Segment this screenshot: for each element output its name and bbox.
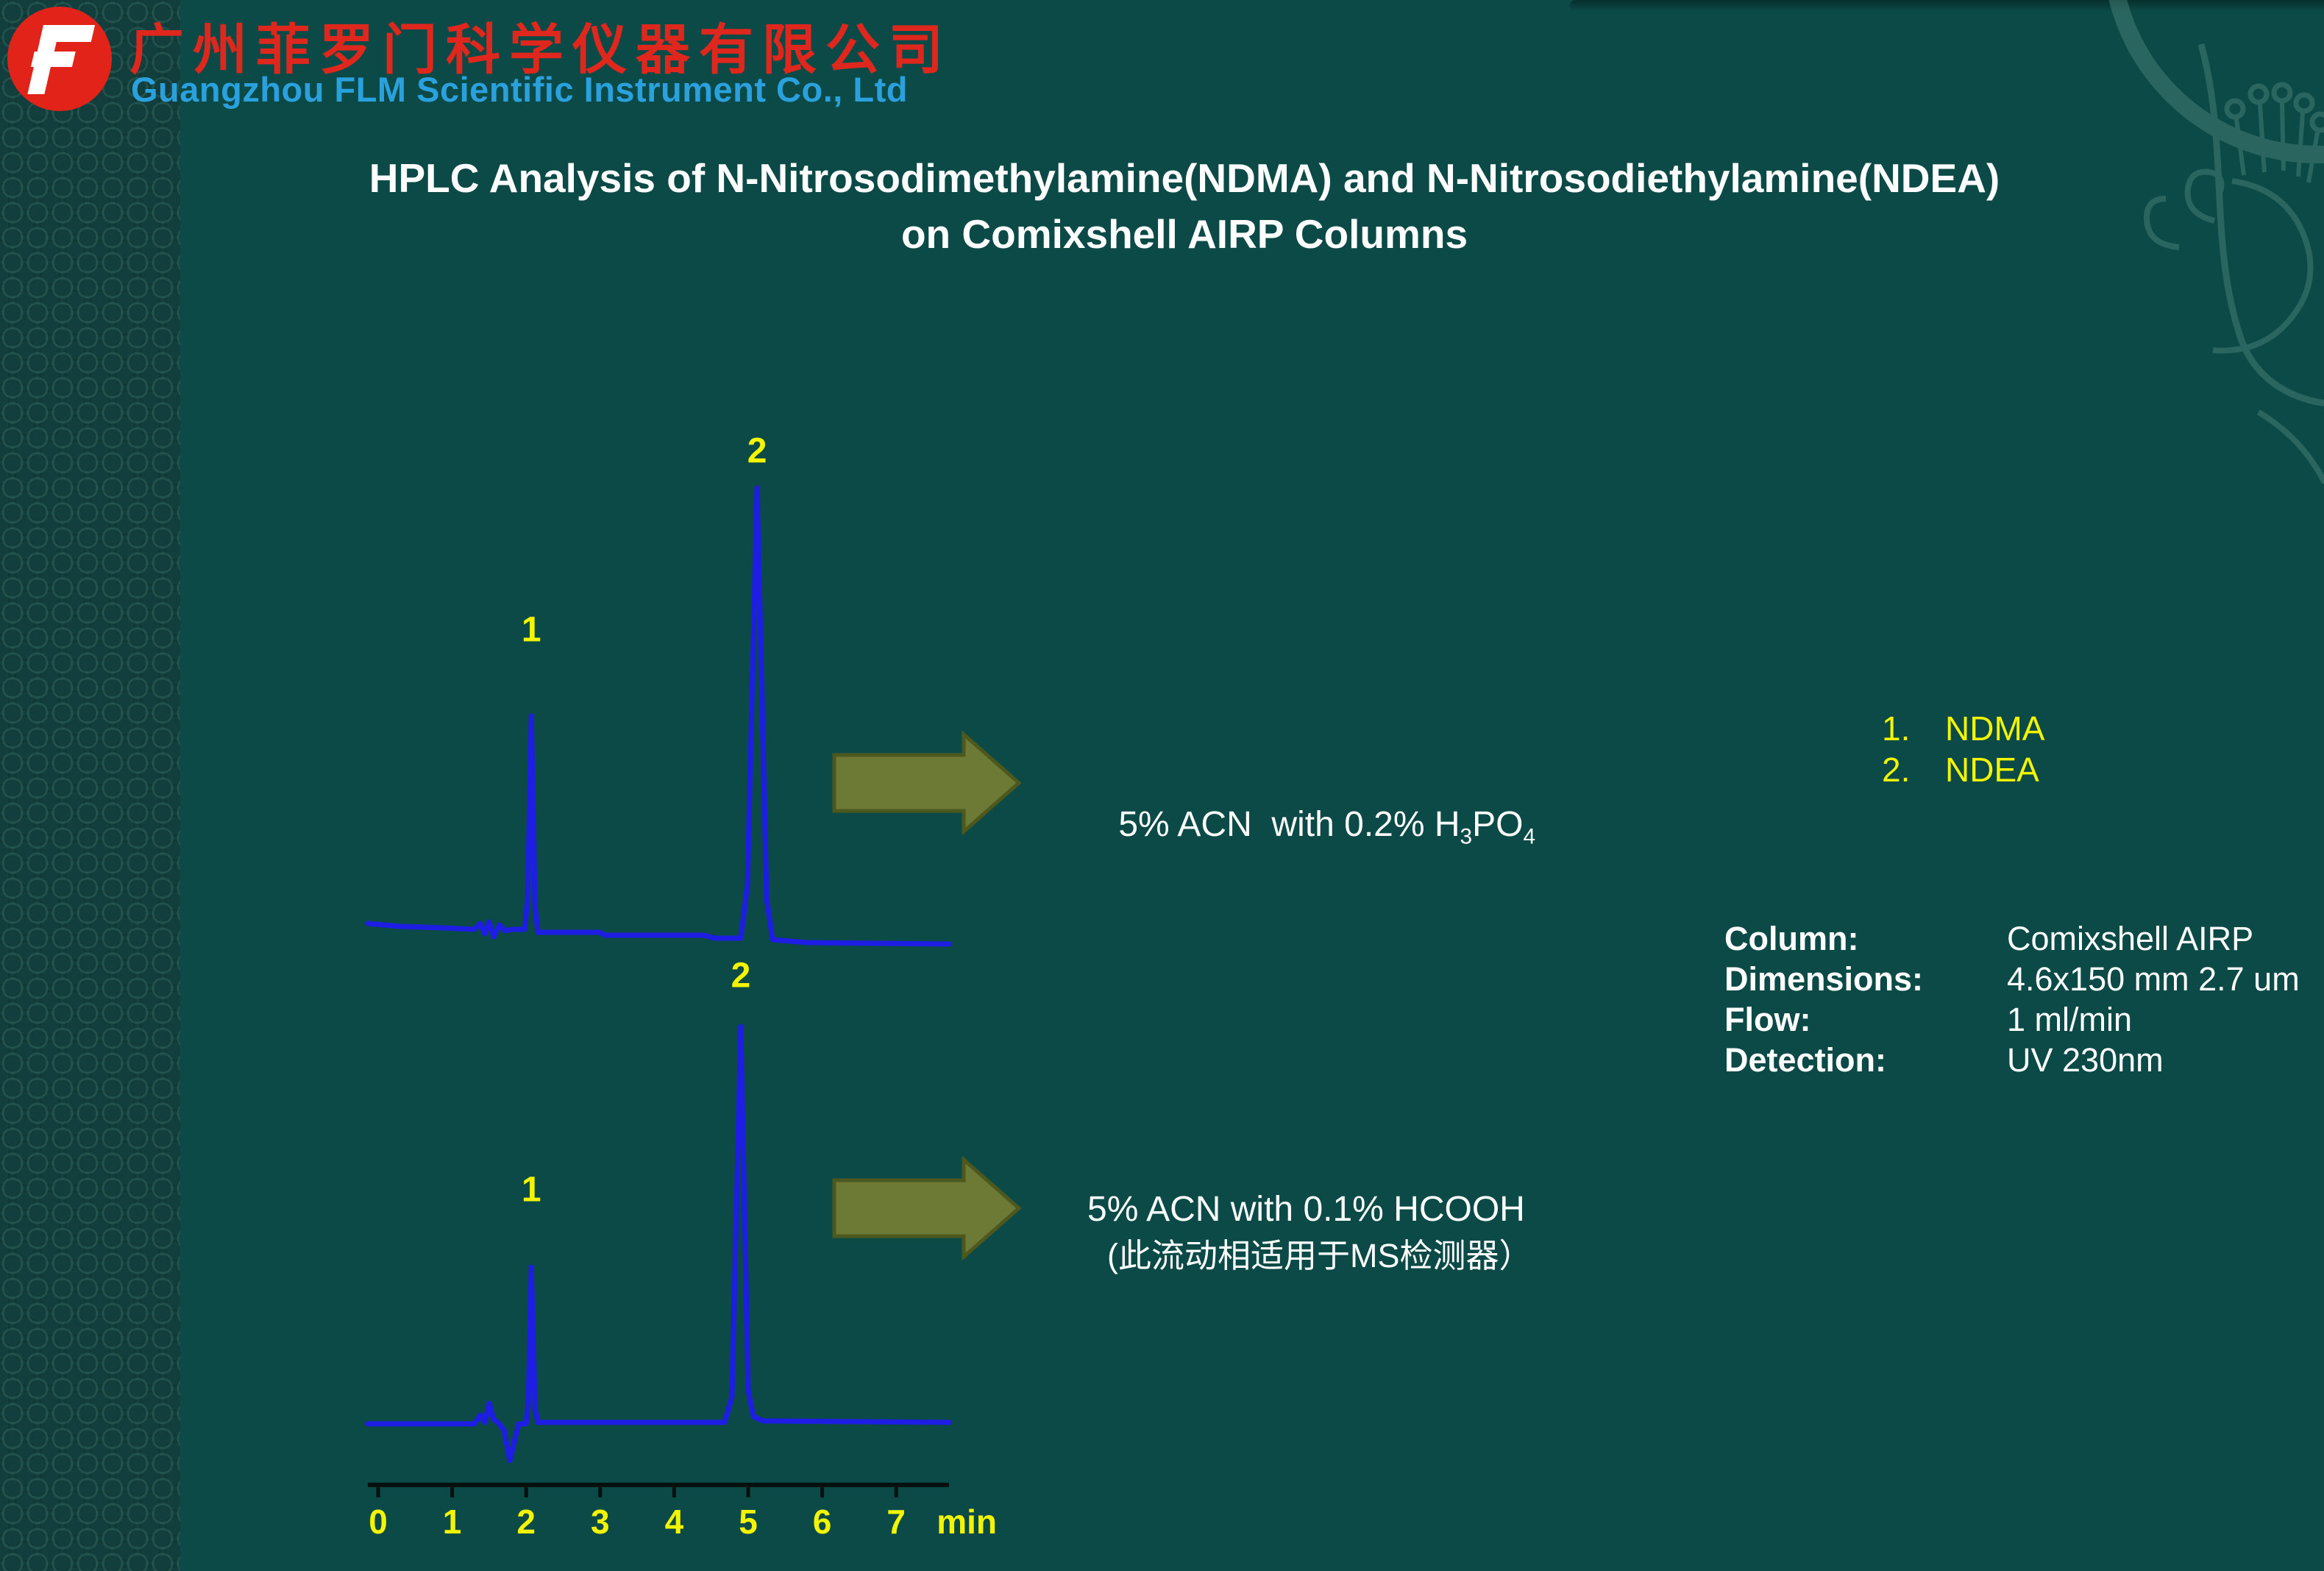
annotation-text: PO (1472, 805, 1524, 844)
company-name-chinese: 广州菲罗门科学仪器有限公司 (129, 19, 952, 80)
detail-value: 1 ml/min (2007, 1001, 2133, 1038)
x-axis-tick-label: 7 (886, 1503, 906, 1541)
detail-value: UV 230nm (2007, 1041, 2164, 1079)
legend-compound: NDMA (1945, 709, 2045, 748)
flm-logo-icon (7, 7, 112, 111)
left-pattern-strip (0, 0, 180, 1571)
mobile-phase-annotation-bottom-line2: (此流动相适用于MS检测器） (1107, 1237, 1532, 1274)
detail-value: 4.6x150 mm 2.7 um (2007, 960, 2300, 998)
x-axis-tick-label: 0 (369, 1503, 388, 1541)
subscript: 3 (1460, 824, 1473, 849)
legend-number: 1. (1882, 709, 1911, 748)
arrow-right-icon-top (832, 730, 1022, 836)
detail-row-dimensions: Dimensions: 4.6x150 mm 2.7 um (1724, 960, 2300, 1001)
detail-label: Flow: (1724, 1001, 1811, 1038)
annotation-text: 5% ACN with 0.2% H (1118, 805, 1460, 844)
chromatogram-trace-1 (365, 485, 953, 947)
subscript: 4 (1523, 824, 1535, 849)
top-right-accent-bar (1570, 0, 2324, 11)
detail-row-flow: Flow: 1 ml/min (1724, 1001, 2300, 1041)
x-axis-tick-label: 6 (813, 1503, 832, 1541)
slide-title-line2: on Comixshell AIRP Columns (900, 211, 1468, 257)
peak-legend: 1. NDMA 2. NDEA (1882, 708, 2044, 790)
peak-label: 1 (521, 610, 541, 650)
peak-label: 1 (521, 1170, 541, 1210)
legend-item-ndma: 1. NDMA (1882, 708, 2044, 749)
slide-title: HPLC Analysis of N-Nitrosodimethylamine(… (177, 150, 2192, 262)
slide-title-line1: HPLC Analysis of N-Nitrosodimethylamine(… (369, 155, 2000, 201)
detail-label: Dimensions: (1724, 960, 1924, 998)
detail-label: Detection: (1724, 1041, 1887, 1079)
x-axis-tick-label: 3 (591, 1503, 610, 1541)
detail-row-column: Column: Comixshell AIRP (1724, 920, 2300, 960)
legend-number: 2. (1882, 751, 1911, 789)
detail-label: Column: (1724, 920, 1859, 957)
x-axis-unit-label: min (937, 1503, 997, 1541)
peak-label: 2 (731, 956, 751, 996)
company-name-english: Guangzhou FLM Scientific Instrument Co.,… (131, 70, 908, 109)
x-axis-tick-label: 4 (665, 1503, 684, 1541)
mobile-phase-annotation-top: 5% ACN with 0.2% H3PO4 (1079, 764, 1535, 890)
x-axis-tick-label: 1 (443, 1503, 462, 1541)
detail-row-detection: Detection: UV 230nm (1724, 1041, 2300, 1082)
legend-compound: NDEA (1945, 751, 2039, 789)
x-axis-tick-label: 5 (739, 1503, 758, 1541)
phoenix-ornament-icon (2108, 0, 2324, 484)
detail-value: Comixshell AIRP (2007, 920, 2254, 957)
method-details: Column: Comixshell AIRP Dimensions: 4.6x… (1724, 920, 2300, 1082)
mobile-phase-annotation-bottom-line1: 5% ACN with 0.1% HCOOH (1087, 1190, 1525, 1229)
legend-item-ndea: 2. NDEA (1882, 749, 2044, 790)
chromatogram-trace-2 (365, 1024, 953, 1464)
x-axis-tick-label: 2 (516, 1503, 536, 1541)
arrow-right-icon-bottom (832, 1155, 1022, 1261)
peak-label: 2 (747, 431, 767, 471)
